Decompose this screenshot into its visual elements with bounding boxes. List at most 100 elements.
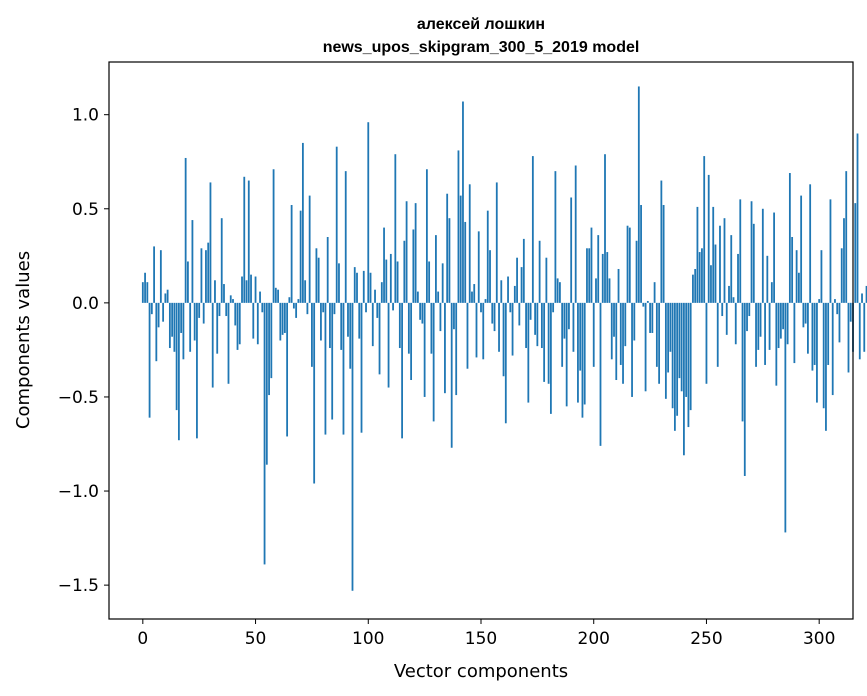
bar [768,302,771,350]
bar [423,302,426,397]
bar [820,250,823,303]
bar [622,302,624,384]
y-tick-label: 0.0 [72,294,99,314]
bar [405,201,408,303]
y-tick-label: −1.5 [58,576,99,596]
bar [595,278,597,303]
bar [779,302,782,339]
bar [308,195,311,303]
bar [861,293,863,303]
bar [847,302,850,373]
bar [265,302,268,465]
bar [189,302,192,352]
bar [646,300,649,303]
bar [597,235,600,303]
x-tick-label: 0 [137,629,148,649]
bar [277,289,279,303]
bar [175,302,178,411]
bar [536,302,539,347]
bar [655,302,658,367]
x-tick-label: 250 [690,629,722,649]
bar [556,278,559,303]
bar [734,302,737,345]
chart-title-line2: news_upos_skipgram_300_5_2019 model [323,39,640,56]
bar [462,101,464,303]
bar [365,302,367,313]
bar [746,302,748,332]
bar [624,302,627,347]
bar [592,302,595,367]
bar [376,302,379,318]
bar [549,302,552,414]
x-axis-label: Vector components [394,661,568,682]
bar [270,302,273,379]
bar [387,302,390,388]
bar [813,302,816,365]
bar [694,268,697,303]
bar [392,302,394,311]
bar [279,302,282,341]
bar [865,285,867,303]
bar [268,302,270,396]
bar [561,302,564,367]
bar [574,165,577,303]
bar [261,302,264,313]
bar [613,302,615,337]
bar [606,252,609,303]
bar [797,272,800,303]
bar [338,263,340,303]
bar [513,285,516,303]
bar [752,223,755,303]
bar [444,302,446,394]
bar [468,184,471,303]
bar [227,302,230,384]
bar [782,302,785,330]
bar [710,265,712,303]
bar [676,302,679,416]
x-axis-ticks: 0 50 100 150 200 250 300 [137,619,835,649]
bar [491,302,494,324]
bar [245,280,248,303]
bar [320,302,322,341]
plot-frame [108,61,854,620]
bar [144,272,146,303]
bar [317,257,320,303]
bar [238,302,241,345]
bar [568,302,570,330]
bar [331,302,334,420]
bar [520,267,523,303]
bar [849,302,852,322]
bar [403,240,406,303]
bar [518,302,521,326]
bar [407,302,410,354]
bar [791,237,794,303]
bar [326,237,329,303]
bar [570,197,573,303]
bar [552,302,555,313]
bar [394,154,397,303]
bar [678,302,681,379]
bar [362,270,365,303]
bar [719,225,721,303]
bar [439,302,442,332]
bar [367,122,370,303]
bar [757,302,760,350]
bar [583,302,586,405]
y-axis-label: Components values [13,251,34,429]
bar [653,282,656,303]
bar [504,302,507,424]
bar [610,302,613,360]
bar [845,171,848,303]
bar-series [141,86,867,591]
bar [531,156,534,303]
bar [414,203,417,303]
bar [707,174,710,303]
bar [786,302,789,345]
bar [347,302,349,337]
bar [599,302,602,446]
bar [471,291,473,303]
bar [829,199,832,303]
bar [671,302,674,409]
y-axis-ticks: −1.5 −1.0 −0.5 0.0 0.5 1.0 [58,106,109,596]
bar [649,302,651,333]
